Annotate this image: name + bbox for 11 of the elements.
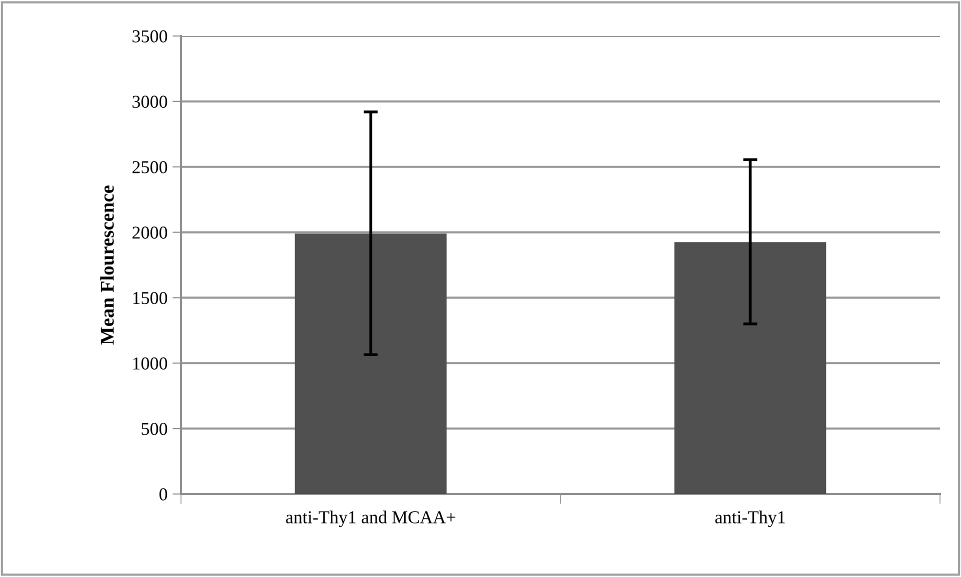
y-tick-label: 2000: [132, 226, 168, 239]
x-tick-label: anti-Thy1 and MCAA+: [286, 510, 456, 528]
y-tick-label: 0: [159, 488, 168, 500]
y-tick-label: 3000: [132, 96, 168, 108]
y-tick-label: 500: [142, 422, 168, 436]
y-axis-title: Mean Flourescence: [100, 185, 114, 345]
y-tick-label: 1500: [133, 292, 168, 304]
y-tick-label: 1000: [133, 357, 168, 370]
y-tick-label: 3500: [132, 30, 168, 42]
x-tick-label: anti-Thy1: [715, 510, 785, 528]
y-tick-label: 2500: [132, 161, 168, 174]
